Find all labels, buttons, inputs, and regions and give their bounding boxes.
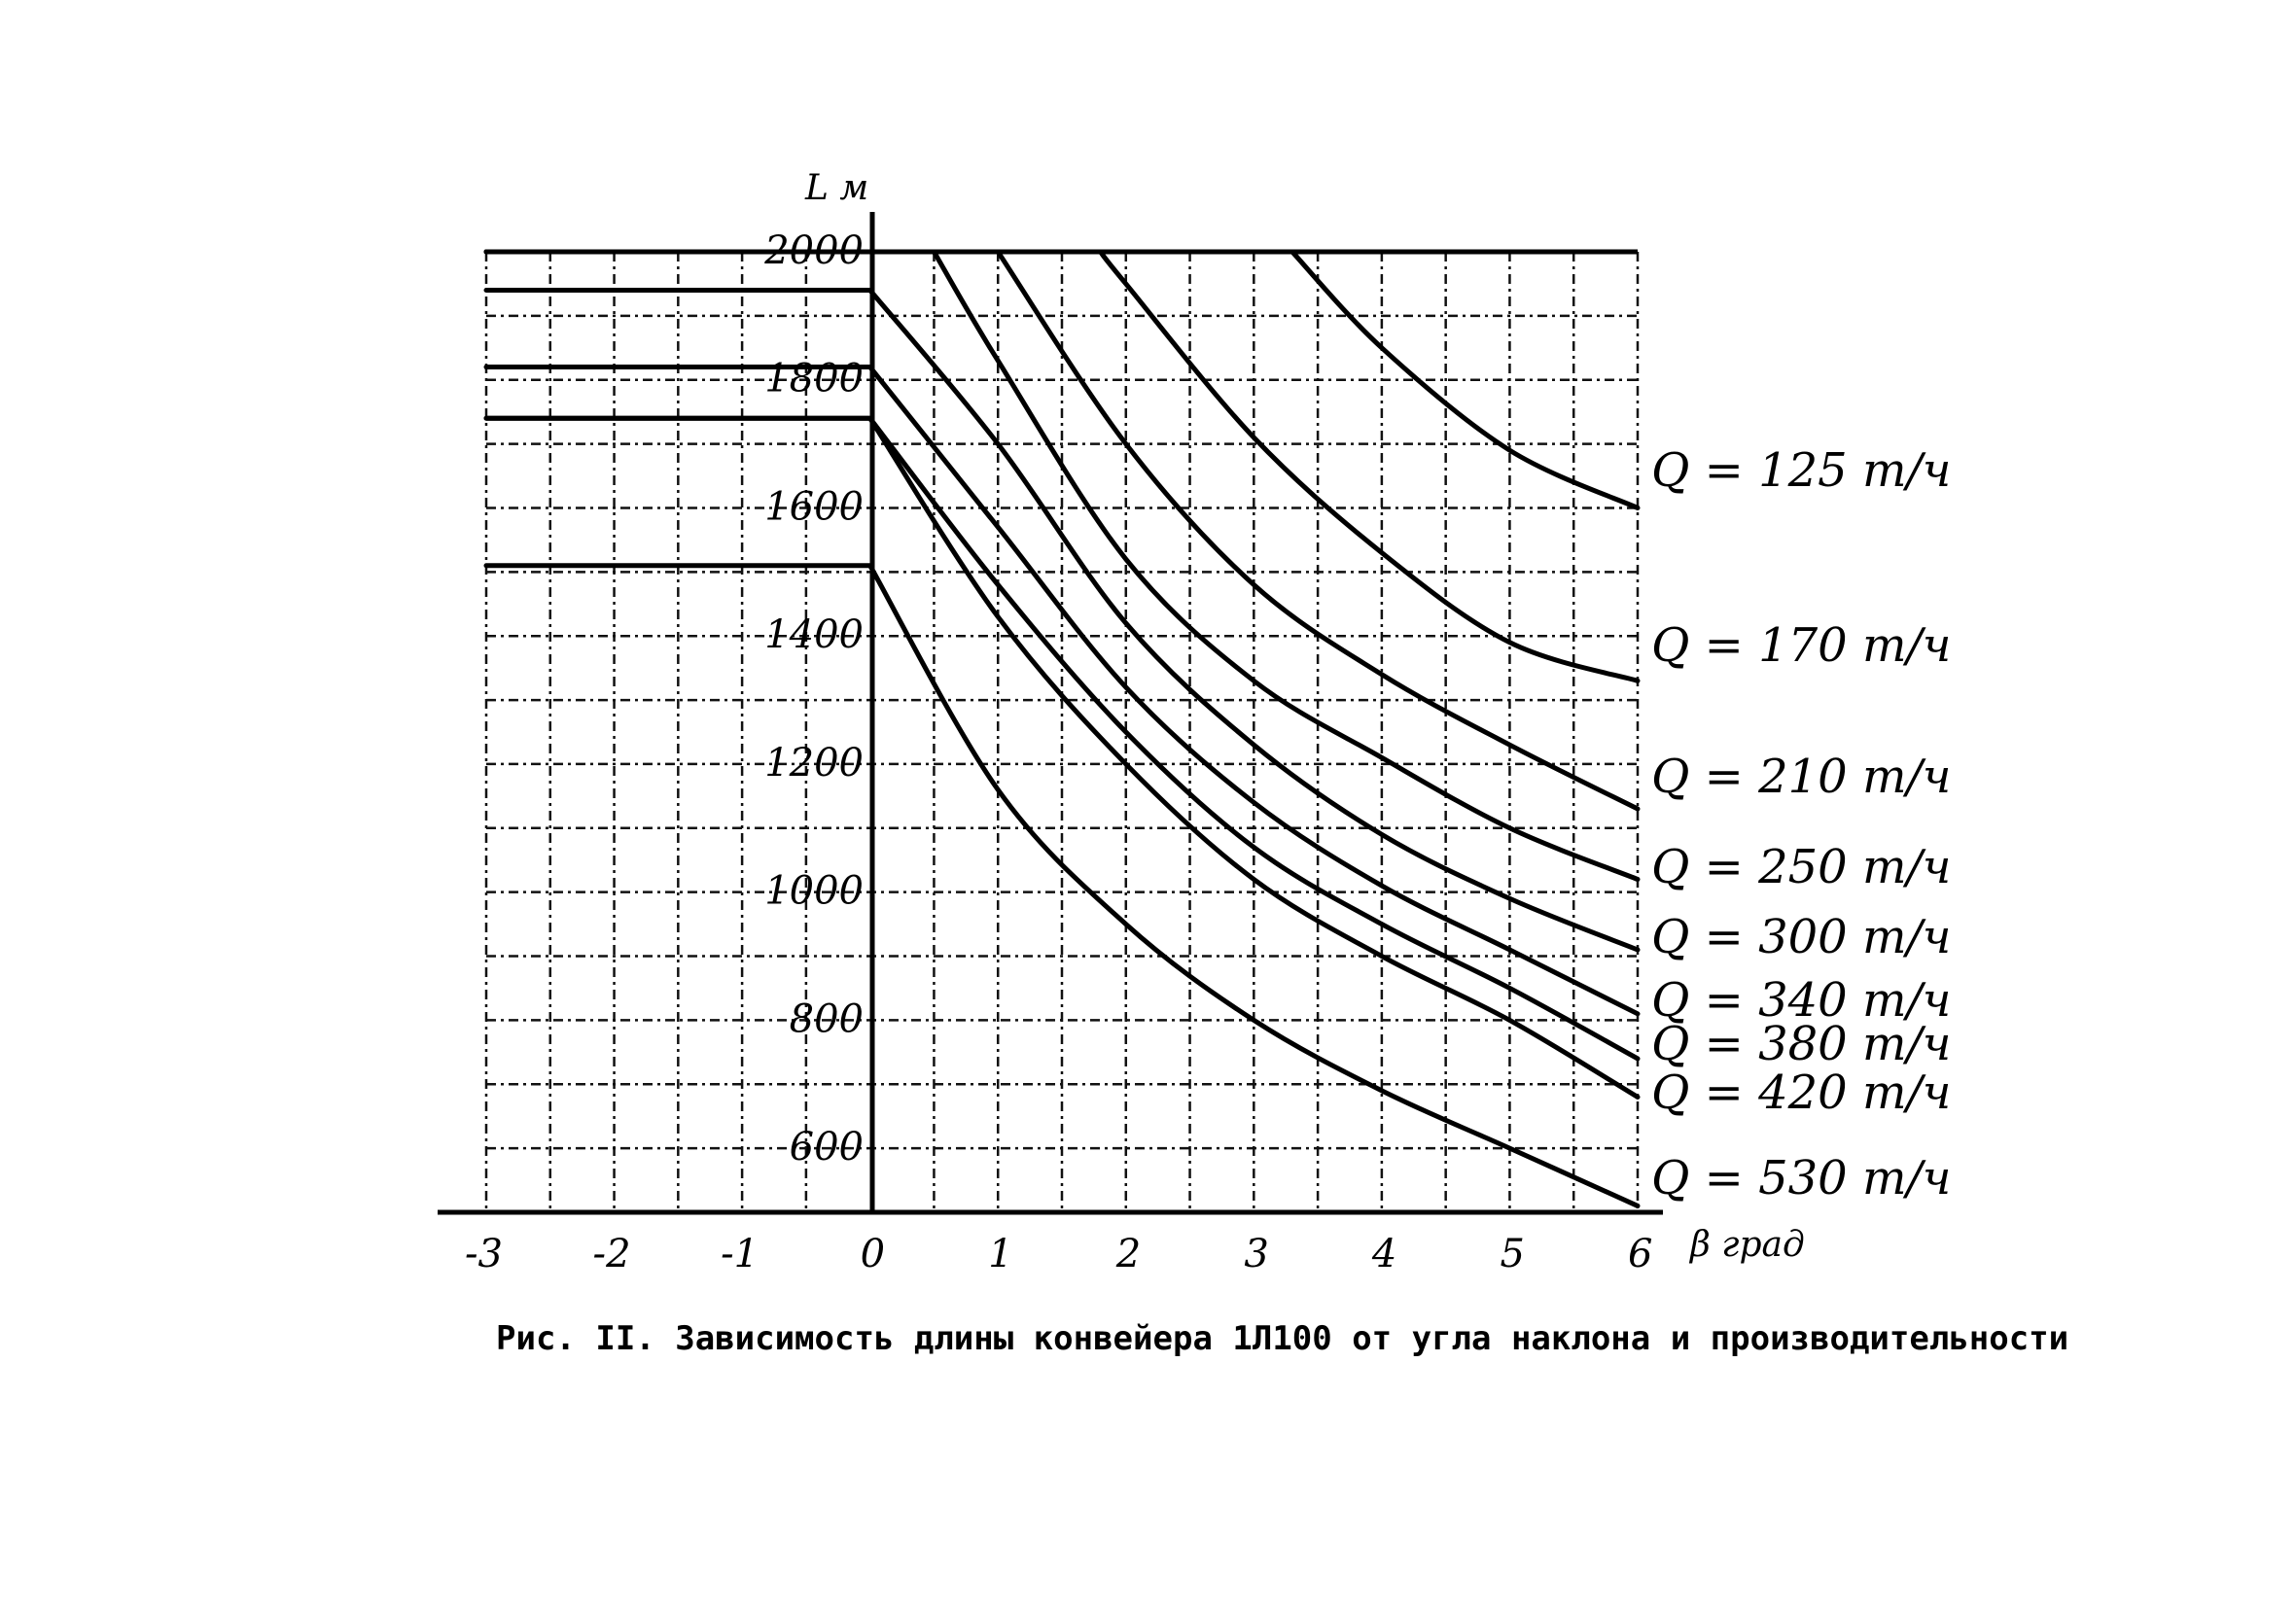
series-label-3: Q = 210 т/ч [1651,750,1952,804]
series-line-1 [483,249,1641,510]
x-tick-label: 3 [1244,1232,1268,1276]
series-label-2: Q = 170 т/ч [1651,618,1952,673]
y-tick-label: 1000 [764,869,864,914]
y-tick-label: 600 [790,1125,864,1170]
series-line-3 [483,249,1641,812]
y-tick-label: 1800 [764,357,864,402]
x-tick-label: 4 [1371,1232,1396,1276]
series-label-8: Q = 420 т/ч [1651,1066,1952,1120]
x-tick-label: 5 [1500,1232,1524,1276]
series-line-4 [483,249,1641,882]
series-label-4: Q = 250 т/ч [1651,840,1952,894]
series-label-5: Q = 300 т/ч [1651,910,1952,964]
y-tick-label: 1200 [764,741,864,786]
x-axis-title: β град [1688,1225,1805,1265]
series-line-6 [483,365,1641,1017]
x-tick-label: -3 [465,1232,503,1276]
tick-labels: -3 -2 -1 0 1 2 3 4 5 6 2000 1800 1600 1400 1200 1000 800… [465,228,1652,1276]
figure-caption: Рис. II. Зависимость длины конвейера 1Л1… [496,1319,2068,1358]
series-line-9 [483,563,1641,1208]
grid [484,250,1640,1214]
y-tick-label: 800 [790,996,864,1041]
series-line-7 [483,415,1641,1062]
series-label-9: Q = 530 т/ч [1651,1151,1952,1205]
x-tick-label: 2 [1115,1232,1141,1276]
series-line-5 [483,288,1641,953]
series-label-7: Q = 380 т/ч [1651,1017,1952,1071]
axes [438,212,1663,1215]
series-label-1: Q = 125 т/ч [1651,443,1952,498]
x-tick-label: 1 [988,1232,1012,1276]
x-tick-label: -2 [593,1232,631,1276]
series-label-6: Q = 340 т/ч [1651,973,1952,1028]
series-lines [483,249,1641,1208]
x-tick-label: 0 [861,1232,885,1276]
y-tick-label: 1600 [764,484,864,529]
x-tick-label: -1 [721,1232,759,1276]
series-labels: Q = 125 т/ч Q = 170 т/ч Q = 210 т/ч Q = 250… [1651,443,1952,1205]
y-tick-label: 1400 [764,612,864,657]
series-line-2 [483,249,1641,683]
series-line-8 [483,415,1641,1100]
x-tick-label: 6 [1628,1232,1652,1276]
y-tick-label: 2000 [763,228,864,273]
y-axis-title: L м [804,168,868,208]
